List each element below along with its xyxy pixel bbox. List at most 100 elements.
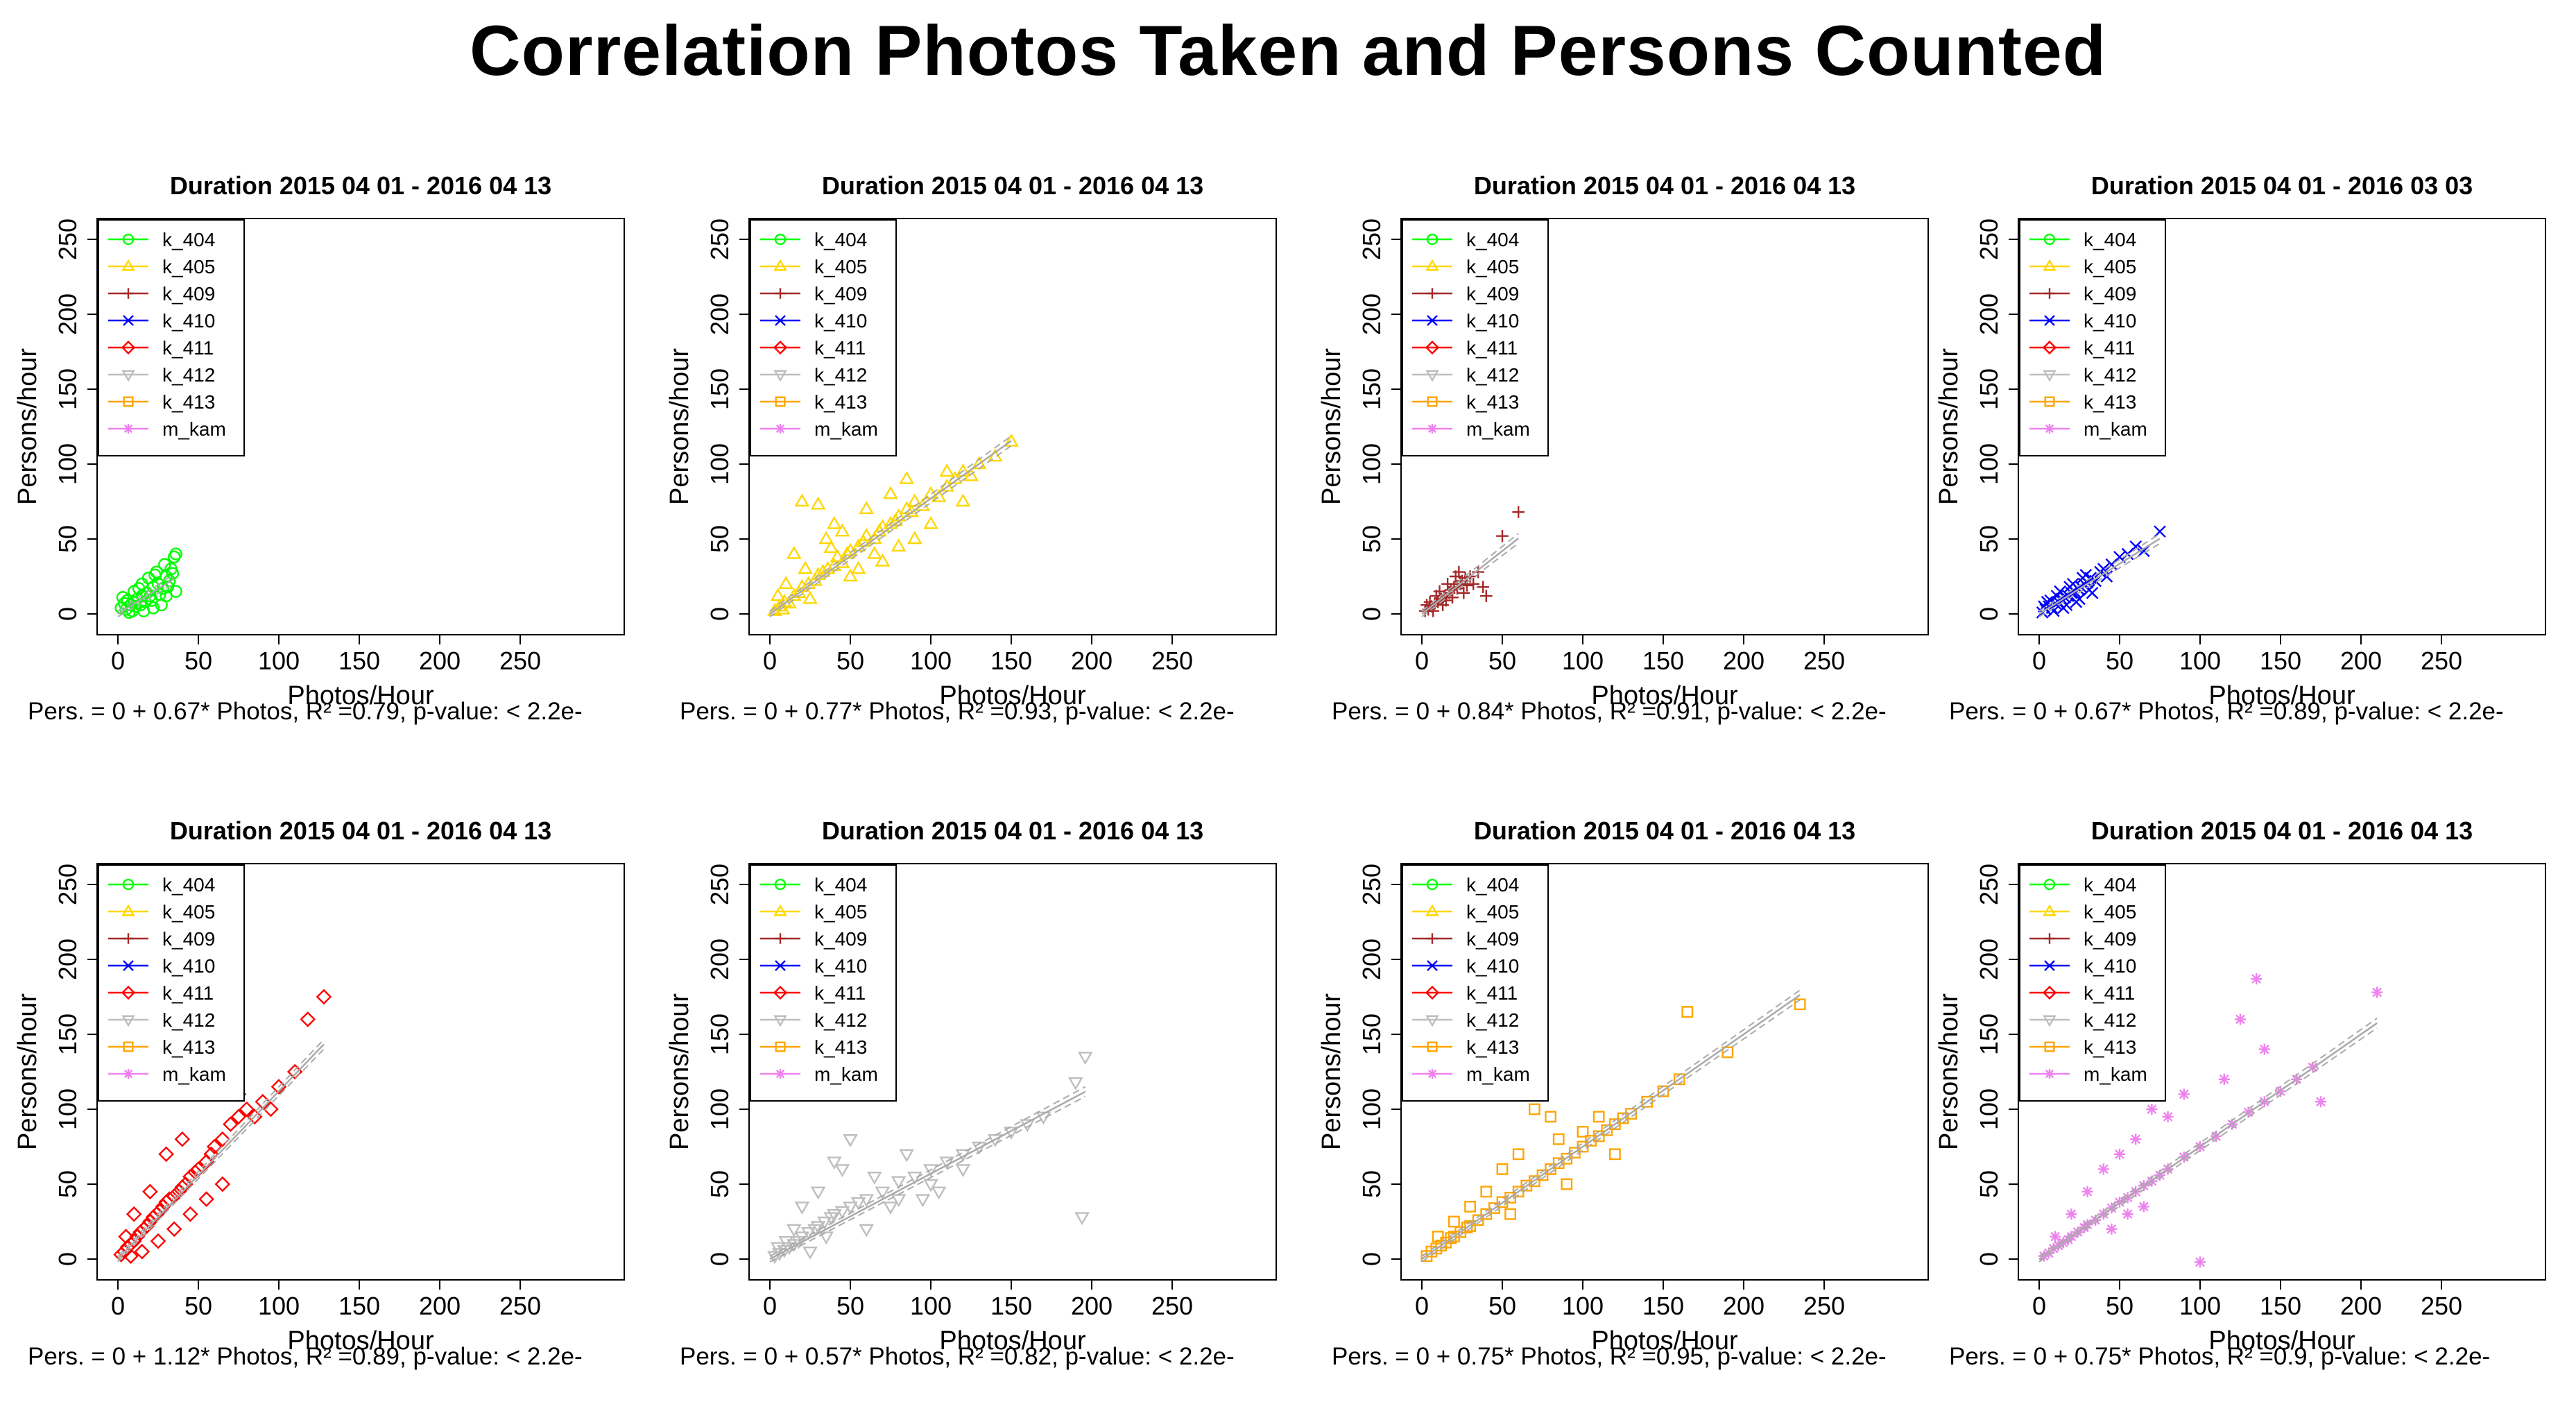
data-point: [2162, 1111, 2174, 1122]
x-tick-label: 150: [2260, 647, 2301, 675]
x-tick-label: 50: [836, 647, 864, 675]
legend-label: k_409: [2084, 928, 2136, 950]
legend-box: [2019, 219, 2166, 456]
y-tick-label: 100: [1975, 443, 2003, 485]
x-tick-label: 200: [1723, 647, 1764, 675]
data-point: [1545, 1163, 1556, 1175]
scatter-panel-k_413: Duration 2015 04 01 - 2016 04 13 0 50 100 15…: [1317, 816, 1929, 1370]
x-tick-label: 100: [2179, 647, 2221, 675]
data-point: [1561, 1178, 1573, 1190]
data-point: [1794, 998, 1806, 1011]
y-tick-label: 200: [705, 293, 734, 335]
legend-label: k_409: [2084, 283, 2136, 305]
data-point: [2114, 1148, 2125, 1160]
legend-marker: [123, 396, 134, 407]
data-point: [786, 1224, 802, 1238]
data-point: [891, 1194, 907, 1208]
x-tick-label: 50: [184, 647, 212, 675]
data-point: [2258, 1043, 2270, 1055]
legend-marker: [2043, 878, 2056, 891]
data-point: [286, 1063, 303, 1080]
x-axis-label: Photos/Hour: [287, 1326, 434, 1355]
legend-marker: [774, 233, 787, 246]
y-tick-label: 250: [53, 219, 82, 260]
legend-label: k_409: [1466, 928, 1519, 950]
data-point: [148, 568, 162, 582]
x-tick-label: 250: [1151, 1292, 1193, 1320]
legend-label: m_kam: [1466, 1063, 1530, 1085]
x-tick-label: 200: [419, 647, 461, 675]
data-point: [891, 1176, 907, 1190]
y-tick-label: 50: [1357, 1170, 1386, 1198]
data-point: [1480, 1186, 1493, 1198]
regression-line: [769, 1090, 1086, 1260]
confidence-band-line: [1421, 542, 1519, 617]
x-tick-label: 150: [990, 1292, 1032, 1320]
legend-marker: [2044, 1041, 2055, 1052]
legend: k_404 k_405 k_409 k_410 k_411 k_412 k_413 m_kam: [750, 219, 897, 456]
data-point: [1441, 578, 1454, 590]
legend-marker: [1425, 985, 1440, 1000]
data-point: [2050, 1231, 2061, 1242]
data-point: [810, 1186, 826, 1200]
x-tick-label: 250: [499, 647, 541, 675]
legend-marker: [773, 370, 787, 382]
data-point: [150, 1233, 166, 1249]
legend-marker: [121, 1015, 135, 1027]
data-point: [823, 540, 839, 554]
legend-label: k_413: [1466, 1036, 1519, 1058]
y-tick-label: 100: [1357, 443, 1386, 485]
x-tick-label: 100: [1562, 647, 1604, 675]
y-tick-label: 50: [53, 525, 82, 553]
data-point: [818, 531, 834, 545]
legend-label: k_412: [2084, 364, 2136, 386]
legend-marker: [123, 1041, 134, 1052]
confidence-band-line: [117, 573, 175, 612]
legend-label: k_404: [162, 874, 215, 896]
y-tick-label: 200: [705, 939, 734, 980]
legend-marker: [1425, 370, 1439, 382]
legend-marker: [773, 985, 788, 1000]
x-tick-label: 50: [184, 1292, 212, 1320]
y-tick-label: 200: [53, 939, 82, 980]
data-point: [1077, 1052, 1093, 1065]
y-tick-label: 0: [53, 607, 82, 621]
legend-marker: [1425, 904, 1439, 916]
data-point: [2146, 1104, 2158, 1115]
y-tick-label: 150: [1975, 368, 2003, 410]
x-tick-label: 250: [2421, 1292, 2462, 1320]
x-tick-label: 100: [910, 647, 952, 675]
data-point: [1452, 565, 1466, 579]
legend: k_404 k_405 k_409 k_410 k_411 k_412 k_413 m_kam: [2019, 864, 2166, 1102]
data-point: [2081, 1186, 2093, 1197]
x-tick-label: 200: [1723, 1292, 1764, 1320]
legend-label: k_410: [814, 310, 867, 332]
legend-marker: [2043, 259, 2056, 271]
data-point: [875, 1186, 891, 1200]
legend-label: k_411: [814, 982, 866, 1004]
regression-equation: Pers. = 0 + 0.75* Photos, R² =0.95, p-va…: [1332, 1343, 1887, 1370]
x-tick-label: 250: [1803, 1292, 1845, 1320]
x-tick-label: 100: [910, 1292, 952, 1320]
legend-label: m_kam: [1466, 418, 1530, 440]
data-point: [2097, 1163, 2109, 1175]
data-point: [810, 1221, 826, 1235]
legend-label: k_405: [814, 901, 867, 923]
legend-marker: [2045, 424, 2054, 434]
panel-title: Duration 2015 04 01 - 2016 03 03: [2091, 171, 2473, 200]
y-tick-label: 250: [1975, 219, 2003, 260]
data-point: [834, 554, 850, 568]
x-axis-label: Photos/Hour: [2208, 1326, 2355, 1355]
regression-equation: Pers. = 0 + 0.77* Photos, R² =0.93, p-va…: [680, 698, 1235, 725]
legend-label: k_404: [814, 229, 867, 250]
y-tick-label: 150: [1357, 1013, 1386, 1055]
legend-marker: [2044, 396, 2055, 407]
legend-label: k_405: [1466, 256, 1519, 277]
legend-label: k_410: [162, 955, 215, 977]
regression-equation: Pers. = 0 + 0.57* Photos, R² =0.82, p-va…: [680, 1343, 1235, 1370]
y-tick-label: 50: [1975, 525, 2003, 553]
y-tick-label: 250: [53, 864, 82, 905]
legend-label: k_413: [162, 391, 215, 413]
panel-title: Duration 2015 04 01 - 2016 04 13: [1474, 171, 1855, 200]
data-point: [891, 538, 907, 551]
